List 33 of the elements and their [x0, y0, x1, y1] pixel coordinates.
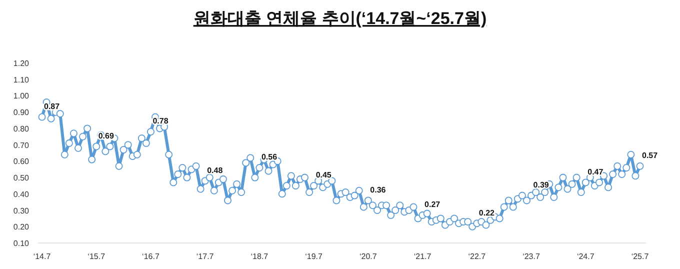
x-tick-label: ‘17.7 [196, 252, 214, 261]
data-label: 0.22 [478, 208, 496, 218]
y-tick-label: 1.20 [13, 59, 30, 68]
data-label: 0.47 [588, 167, 604, 176]
y-tick-label: 0.40 [13, 190, 30, 199]
x-tick-label: ‘15.7 [88, 252, 106, 261]
x-tick-label: ‘21.7 [414, 252, 432, 261]
x-tick-label: ‘24.7 [576, 252, 595, 261]
y-tick-label: 1.00 [13, 92, 30, 101]
y-tick-label: 0.20 [13, 222, 30, 232]
title: 원화대출 연체율 추이(‘14.7월~‘25.7월) [193, 9, 487, 28]
y-tick-label: 0.10 [13, 239, 30, 248]
x-tick-label: ‘19.7 [305, 252, 324, 261]
y-tick-label: 0.80 [13, 124, 30, 134]
x-tick-label: ‘20.7 [360, 252, 378, 261]
y-tick-label: 1.10 [13, 75, 30, 84]
x-tick-label: ‘18.7 [250, 252, 269, 261]
y-tick-label: 0.60 [13, 157, 30, 166]
data-label: 0.56 [261, 152, 278, 162]
x-tick-label: ‘25.7 [631, 252, 650, 261]
data-label: 0.48 [207, 166, 224, 175]
data-label: 0.36 [370, 185, 386, 194]
x-tick-label: ‘16.7 [142, 252, 160, 261]
x-tick-label: ‘14.7 [33, 252, 52, 261]
x-tick-label: ‘23.7 [522, 252, 540, 261]
data-label: 0.57 [642, 151, 658, 160]
y-tick-label: 0.50 [13, 174, 30, 183]
data-label: 0.45 [316, 170, 332, 180]
y-tick-label: 0.70 [13, 140, 30, 150]
data-label: 0.27 [424, 200, 441, 210]
y-tick-label: 0.90 [13, 108, 30, 118]
x-tick-label: ‘22.7 [468, 252, 486, 261]
y-tick-label: 0.30 [13, 206, 30, 216]
